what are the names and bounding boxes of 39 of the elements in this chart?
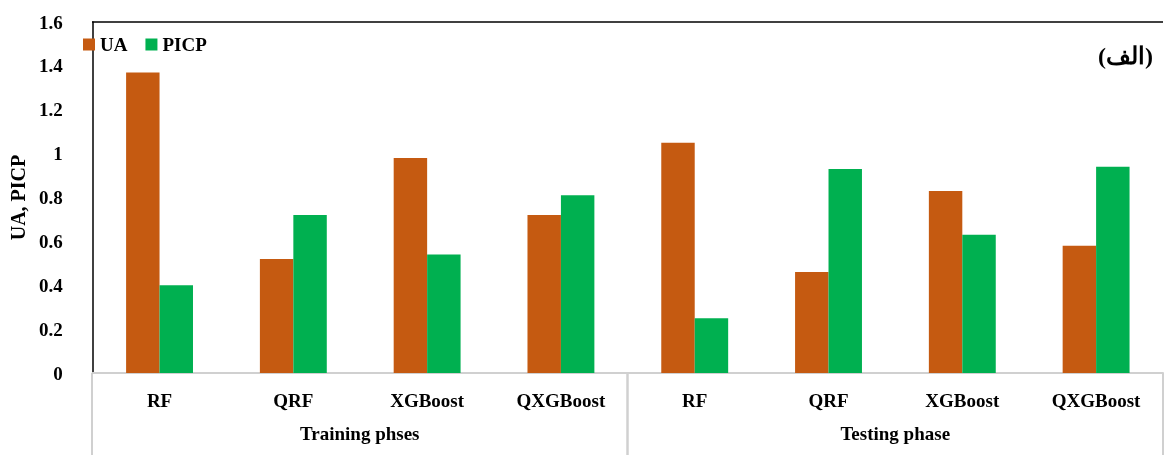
y-tick-label: 0 (53, 362, 63, 384)
x-tick-label: QRF (273, 390, 314, 411)
bar (694, 318, 729, 373)
bar (1062, 245, 1097, 373)
y-axis-title: UA, PICP (7, 154, 29, 241)
bar (795, 272, 829, 373)
y-tick-label: 0.6 (38, 230, 63, 252)
legend-label: PICP (162, 34, 208, 55)
bar (661, 142, 695, 373)
x-tick-label: XGBoost (390, 390, 465, 411)
text: Testing phase (840, 422, 951, 444)
x-tick-label: RF (146, 390, 173, 411)
x-tick-label: XGBoost (925, 390, 1000, 411)
y-tick-label: 1 (53, 143, 63, 165)
y-tick-label: 1.4 (38, 55, 64, 77)
y-tick-label: 1.2 (38, 99, 63, 121)
bar (928, 190, 963, 373)
bar (828, 168, 862, 373)
bar (560, 195, 595, 373)
x-tick-label: QXGBoost (516, 390, 606, 411)
x-tick-label: QXGBoost (1051, 390, 1142, 411)
legend-label: UA (100, 34, 128, 55)
bar (427, 254, 461, 373)
x-tick-label: RF (682, 390, 708, 411)
text: Training phses (300, 422, 420, 444)
bar (962, 234, 996, 373)
bar (527, 215, 561, 373)
y-tick-label: 1.6 (38, 11, 63, 33)
bar (126, 72, 160, 373)
y-tick-label: 0.8 (38, 187, 63, 208)
y-tick-label: 0.4 (38, 274, 64, 296)
bar (293, 215, 327, 373)
bar (393, 158, 428, 373)
x-tick-label: QRF (808, 390, 849, 411)
bar (1096, 166, 1130, 373)
bar (259, 258, 294, 373)
annotation: (الف) (1098, 43, 1154, 69)
y-tick-label: 0.2 (38, 318, 63, 340)
bar (159, 285, 193, 373)
